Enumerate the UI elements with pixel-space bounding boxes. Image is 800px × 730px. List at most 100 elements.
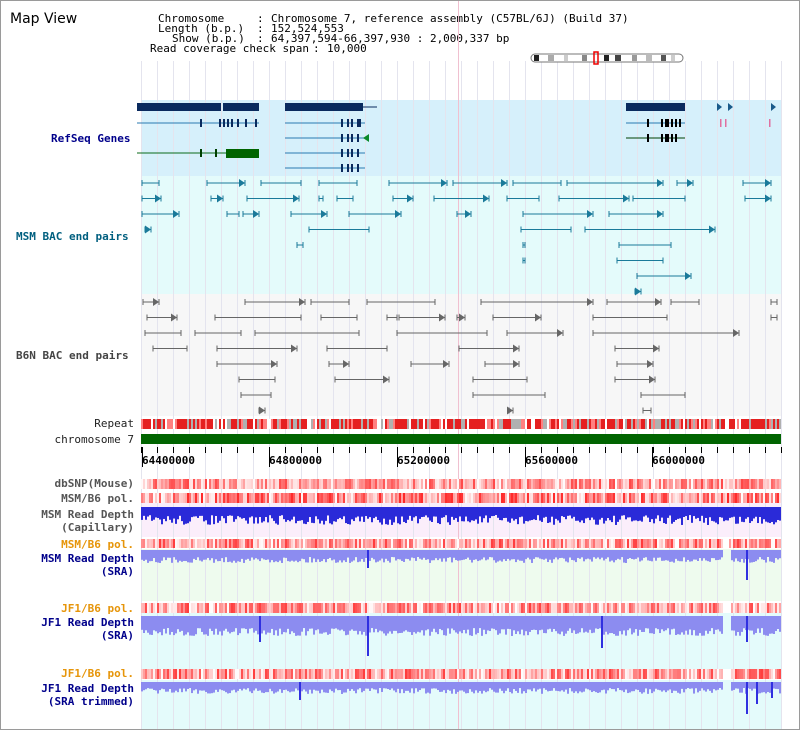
msm-depth-cap-bar [697, 507, 699, 518]
track-label-jf1-b6-pol-2[interactable]: JF1/B6 pol. [61, 667, 134, 680]
msm-depth-cap-bar [471, 507, 473, 521]
jf1-depth-trim-bar [661, 682, 663, 692]
repeat-segment [689, 419, 691, 429]
repeat-segment [741, 419, 743, 429]
msm-b6-pol2-cell [359, 539, 361, 548]
gene-exon [647, 119, 649, 127]
jf1-depth-sra-bar [693, 616, 695, 631]
msm-depth-sra-bar [253, 550, 255, 560]
jf1-b6-pol-cell [361, 603, 363, 613]
dbsnp-cell [423, 479, 425, 489]
track-label-msm-b6-pol[interactable]: MSM/B6 pol. [61, 492, 134, 505]
msm-b6-pol2-cell [315, 539, 317, 548]
track-label-msm-bac[interactable]: MSM BAC end pairs [16, 230, 129, 243]
track-label-jf1-depth-sra[interactable]: JF1 Read Depth [41, 616, 134, 629]
jf1-depth-sra-bar [581, 616, 583, 629]
jf1-depth-sra-bar [349, 616, 351, 631]
msm-depth-sra-bar [717, 550, 719, 560]
msm-depth-sra-bar [353, 550, 355, 561]
b6n-bac-glyphs[interactable] [142, 298, 778, 415]
msm-b6-pol2-cell [597, 539, 599, 548]
jf1-depth-sra-bar [303, 616, 305, 629]
jf1-b6-pol-cell [481, 603, 483, 613]
msm-b6-pol-cell [547, 493, 549, 503]
jf1-depth-trim-bar [625, 682, 627, 690]
msm-b6-pol2-cell [771, 539, 773, 548]
jf1-b6-pol2-cell [211, 669, 213, 679]
msm-b6-pol2-cell [601, 539, 603, 548]
dbsnp-cell [659, 479, 661, 489]
msm-b6-pol-cell [705, 493, 707, 503]
msm-depth-cap-bar [215, 507, 217, 516]
msm-depth-sra-bar [235, 550, 237, 563]
show-key: Show (b.p.) [172, 32, 245, 45]
msm-depth-sra-bar [617, 550, 619, 559]
jf1-b6-pol-cell [591, 603, 593, 613]
msm-b6-pol2-cell [287, 539, 289, 548]
jf1-depth-trim-bar [673, 682, 675, 691]
msm-bac-glyphs[interactable] [141, 179, 772, 296]
repeat-segment [177, 419, 179, 429]
jf1-depth-trim-bar [509, 682, 511, 692]
msm-bac-arrow [685, 272, 691, 280]
msm-b6-pol-cell [615, 493, 617, 503]
msm-depth-sra-bar [191, 550, 193, 563]
repeat-segment [457, 419, 459, 429]
msm-depth-sra-bar [749, 550, 751, 563]
msm-b6-pol2-cell [469, 539, 471, 548]
polymorphism-tracks[interactable] [141, 479, 781, 679]
jf1-depth-sra-bar [385, 616, 387, 636]
track-label-refseq[interactable]: RefSeq Genes [51, 132, 131, 145]
repeat-segment [729, 419, 731, 429]
jf1-b6-pol2-cell [361, 669, 363, 679]
msm-b6-pol2-cell [199, 539, 201, 548]
chromosome-ideogram[interactable] [530, 51, 684, 65]
msm-depth-cap-bar [499, 507, 501, 521]
refseq-gene-glyphs[interactable] [137, 103, 776, 172]
track-label-dbsnp[interactable]: dbSNP(Mouse) [54, 477, 134, 490]
msm-depth-cap-bar [451, 507, 453, 517]
track-label-chromosome[interactable]: chromosome 7 [54, 433, 134, 446]
repeat-bar[interactable] [141, 419, 781, 429]
track-label-msm-depth-sra[interactable]: MSM Read Depth [41, 552, 134, 565]
track-label-jf1-depth-trim[interactable]: JF1 Read Depth [41, 682, 134, 695]
track-label-jf1-b6-pol[interactable]: JF1/B6 pol. [61, 602, 134, 615]
msm-b6-pol2-cell [629, 539, 631, 548]
jf1-b6-pol2-cell [239, 669, 241, 679]
msm-depth-sra-bar [371, 550, 373, 558]
track-label-repeat[interactable]: Repeat [94, 417, 134, 430]
msm-depth-cap-bar [177, 507, 179, 520]
gene-exon [661, 134, 663, 142]
jf1-depth-trim-bar [429, 682, 431, 694]
msm-b6-pol-cell [527, 493, 529, 503]
track-label-msm-depth-cap[interactable]: MSM Read Depth [41, 508, 134, 521]
jf1-depth-trim-bar [293, 682, 295, 692]
track-label-b6n-bac[interactable]: B6N BAC end pairs [16, 349, 129, 362]
dbsnp-cell [613, 479, 615, 489]
msm-depth-sra-bar [407, 550, 409, 560]
dbsnp-cell [415, 479, 417, 489]
msm-b6-pol2-cell [397, 539, 399, 548]
jf1-b6-pol-cell [563, 603, 565, 613]
read-depth-tracks[interactable] [141, 507, 781, 714]
msm-depth-cap-bar [243, 507, 245, 519]
msm-b6-pol-cell [641, 493, 643, 503]
msm-b6-pol2-cell [685, 539, 687, 548]
msm-b6-pol-cell [751, 493, 753, 503]
msm-b6-pol-cell [243, 493, 245, 503]
msm-depth-sra-bar [337, 550, 339, 563]
chromosome-bar[interactable] [141, 434, 781, 444]
repeat-segment [171, 419, 173, 429]
jf1-b6-pol-cell [285, 603, 287, 613]
dbsnp-cell [619, 479, 621, 489]
jf1-depth-trim-bar [491, 682, 493, 690]
msm-depth-cap-bar [723, 507, 725, 522]
jf1-b6-pol-cell [355, 603, 357, 613]
msm-bac-arrow [765, 194, 771, 203]
dbsnp-cell [357, 479, 359, 489]
msm-depth-cap-bar [199, 507, 201, 516]
msm-b6-pol-cell [575, 493, 577, 503]
msm-b6-pol2-cell [571, 539, 573, 548]
track-label-msm-b6-pol-2[interactable]: MSM/B6 pol. [61, 538, 134, 551]
msm-depth-cap-bar [745, 507, 747, 519]
